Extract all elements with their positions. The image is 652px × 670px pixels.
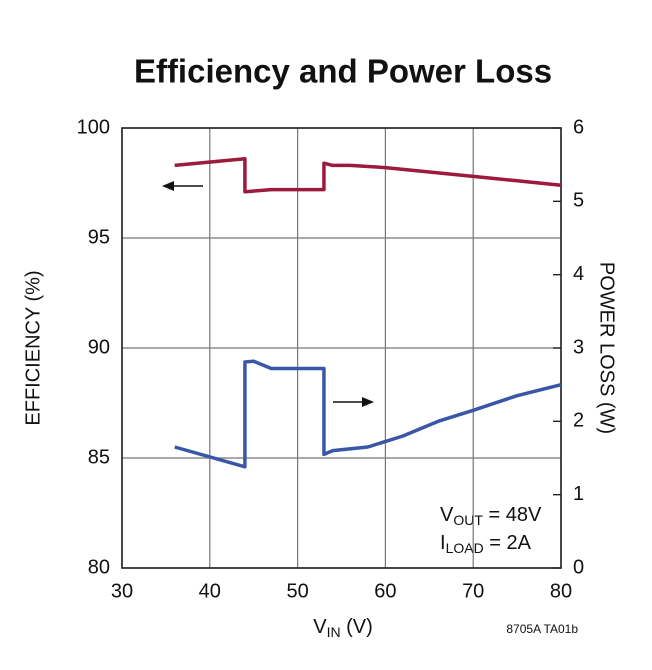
x-label-part: V: [313, 616, 327, 638]
annotation-part: V: [440, 504, 454, 526]
annotation-part: = 2A: [484, 532, 532, 554]
annotation-sub: LOAD: [446, 540, 484, 556]
plot-frame: [121, 127, 562, 569]
x-axis-label: VIN (V): [313, 616, 373, 639]
y-tick-label: 80: [88, 556, 110, 578]
y-axis-label: EFFICIENCY (%): [22, 270, 44, 425]
x-tick-label: 30: [111, 580, 133, 602]
footnote: 8705A TA01b: [506, 622, 578, 636]
x-tick-label: 80: [550, 580, 572, 602]
y2-tick-label: 6: [573, 116, 584, 138]
y2-axis-label: POWER LOSS (W): [596, 262, 618, 434]
x-tick-label: 40: [199, 580, 221, 602]
y2-tick-label: 3: [573, 336, 584, 358]
y-tick-label: 90: [88, 336, 110, 358]
annotation: VOUT = 48V: [440, 504, 542, 527]
y2-tick-label: 5: [573, 190, 584, 212]
x-tick-label: 60: [374, 580, 396, 602]
x-tick-label: 70: [462, 580, 484, 602]
y-tick-label: 95: [88, 226, 110, 248]
y-tick-label: 100: [77, 116, 110, 138]
x-label-sub: IN: [327, 624, 341, 640]
y-tick-label: 85: [88, 446, 110, 468]
annotation-part: = 48V: [483, 504, 542, 526]
y2-tick-label: 1: [573, 483, 584, 505]
series-line: [174, 157, 562, 194]
y2-tick-label: 2: [573, 410, 584, 432]
x-tick-label: 50: [286, 580, 308, 602]
annotation-sub: OUT: [453, 512, 483, 528]
annotation: ILOAD = 2A: [440, 532, 532, 555]
arrow-right: [333, 397, 374, 407]
chart-title: Efficiency and Power Loss: [134, 53, 552, 90]
annotation-part: I: [440, 532, 446, 554]
arrow-left: [162, 181, 203, 191]
series-line: [174, 359, 562, 469]
x-label-part: (V): [341, 616, 373, 638]
y2-tick-label: 0: [573, 556, 584, 578]
y2-tick-label: 4: [573, 263, 584, 285]
